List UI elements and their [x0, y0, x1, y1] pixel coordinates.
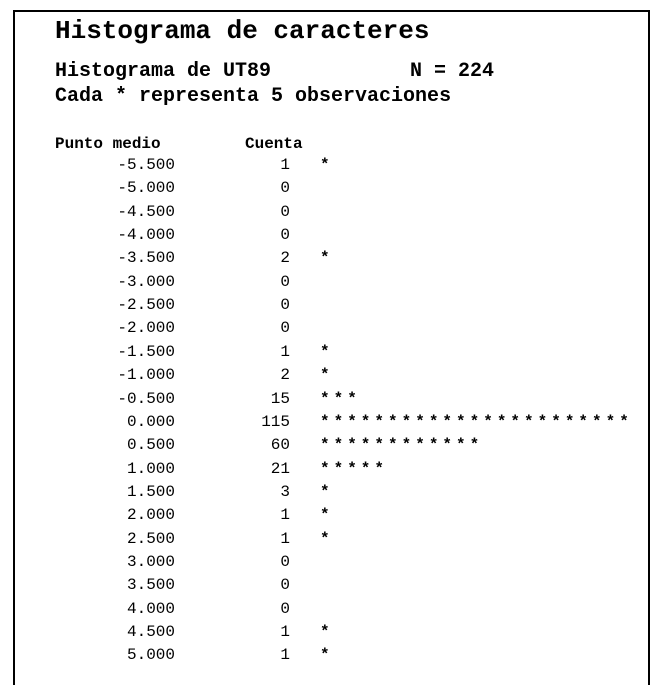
count: 0 — [280, 296, 290, 315]
stars: * — [320, 646, 334, 665]
count: 0 — [280, 202, 290, 221]
midpoint: 3.500 — [126, 576, 175, 595]
count: 2 — [280, 249, 290, 268]
count: 21 — [270, 459, 290, 478]
column-header: Punto medio — [55, 135, 161, 153]
count: 3 — [280, 482, 290, 501]
stars: *********************** — [320, 412, 633, 431]
midpoint: -1.000 — [117, 366, 175, 385]
title: Histograma de caracteres — [55, 16, 430, 46]
stars: * — [320, 366, 334, 385]
stars: * — [320, 623, 334, 641]
midpoint: -3.500 — [117, 249, 175, 268]
count: 115 — [261, 412, 290, 431]
note: Cada * representa 5 observaciones — [55, 85, 452, 108]
midpoint: 2.000 — [126, 506, 175, 525]
frame — [13, 10, 15, 685]
midpoint: -2.500 — [117, 296, 175, 315]
midpoint: -2.000 — [117, 319, 175, 338]
count: 1 — [280, 342, 290, 361]
count: 1 — [280, 623, 290, 641]
count: 0 — [280, 226, 290, 245]
midpoint: 5.000 — [126, 646, 175, 665]
count: 0 — [280, 552, 290, 571]
count: 1 — [280, 529, 290, 548]
stars: * — [320, 342, 334, 361]
count: 0 — [280, 599, 290, 618]
stars: ************ — [320, 436, 484, 455]
midpoint: 1.000 — [126, 459, 175, 478]
midpoint: 0.500 — [126, 436, 175, 455]
count: 1 — [280, 156, 290, 174]
midpoint: -4.000 — [117, 226, 175, 245]
stars: * — [320, 156, 334, 174]
stars: * — [320, 529, 334, 548]
midpoint: 4.500 — [126, 623, 175, 641]
stars: *** — [320, 389, 361, 408]
count: 0 — [280, 576, 290, 595]
count: 0 — [280, 319, 290, 338]
midpoint: -3.000 — [117, 272, 175, 291]
count: 0 — [280, 272, 290, 291]
midpoint: 4.000 — [126, 599, 175, 618]
count: 15 — [270, 389, 290, 408]
count: 1 — [280, 506, 290, 525]
stars: * — [320, 506, 334, 525]
midpoint: 1.500 — [126, 482, 175, 501]
midpoint: -0.500 — [117, 389, 175, 408]
sample-size: N = 224 — [410, 60, 495, 83]
midpoint: -1.500 — [117, 342, 175, 361]
count: 1 — [280, 646, 290, 665]
midpoint: -5.000 — [117, 179, 175, 198]
midpoint: -4.500 — [117, 202, 175, 221]
midpoint: 3.000 — [126, 552, 175, 571]
count: 0 — [280, 179, 290, 198]
subtitle: Histograma de UT89 — [55, 60, 272, 83]
stars: * — [320, 249, 334, 268]
midpoint: -5.500 — [117, 156, 175, 174]
frame — [13, 10, 650, 12]
count: 2 — [280, 366, 290, 385]
stars: * — [320, 482, 334, 501]
stars: ***** — [320, 459, 389, 478]
count: 60 — [270, 436, 290, 455]
frame — [648, 10, 650, 685]
midpoint: 2.500 — [126, 529, 175, 548]
midpoint: 0.000 — [126, 412, 175, 431]
column-header: Cuenta — [245, 135, 303, 153]
